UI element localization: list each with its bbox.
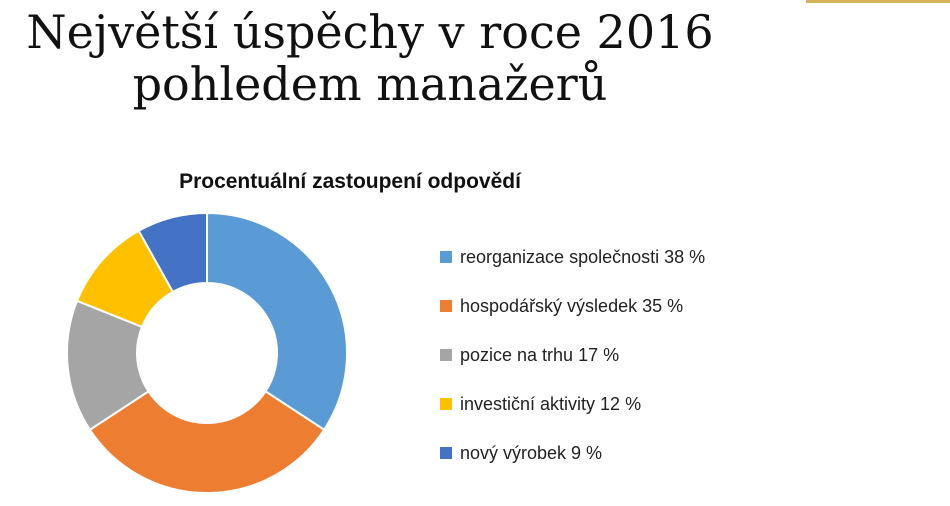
- legend-swatch-icon: [440, 447, 452, 459]
- legend-label: investiční aktivity 12 %: [460, 393, 642, 414]
- slide-title-line-2: pohledem manažerů: [132, 57, 608, 111]
- legend-item-5: nový výrobek 9 %: [440, 436, 705, 470]
- legend-label: nový výrobek 9 %: [460, 442, 603, 463]
- donut-slice-2: [88, 389, 326, 494]
- donut-slice-5: [137, 211, 208, 294]
- legend-label: pozice na trhu 17 %: [460, 344, 620, 365]
- legend-item-1: reorganizace společnosti 38 %: [440, 240, 705, 274]
- legend-swatch-icon: [440, 300, 452, 312]
- legend-item-2: hospodářský výsledek 35 %: [440, 289, 705, 323]
- legend-item-3: pozice na trhu 17 %: [440, 338, 705, 372]
- legend-item-4: investiční aktivity 12 %: [440, 387, 705, 421]
- chart-legend: reorganizace společnosti 38 % hospodářský…: [440, 240, 705, 485]
- slide-title-line-1: Největší úspěchy v roce 2016: [26, 5, 714, 59]
- legend-swatch-icon: [440, 349, 452, 361]
- accent-bar: [806, 0, 950, 3]
- legend-label: reorganizace společnosti 38 %: [460, 246, 706, 267]
- slide-title: Největší úspěchy v roce 2016 pohledem ma…: [0, 6, 740, 110]
- chart-title: Procentuální zastoupení odpovědí: [179, 170, 521, 193]
- legend-swatch-icon: [440, 251, 452, 263]
- donut-slice-1: [206, 211, 348, 432]
- donut-chart: [66, 211, 348, 494]
- legend-label: hospodářský výsledek 35 %: [460, 295, 684, 316]
- legend-swatch-icon: [440, 398, 452, 410]
